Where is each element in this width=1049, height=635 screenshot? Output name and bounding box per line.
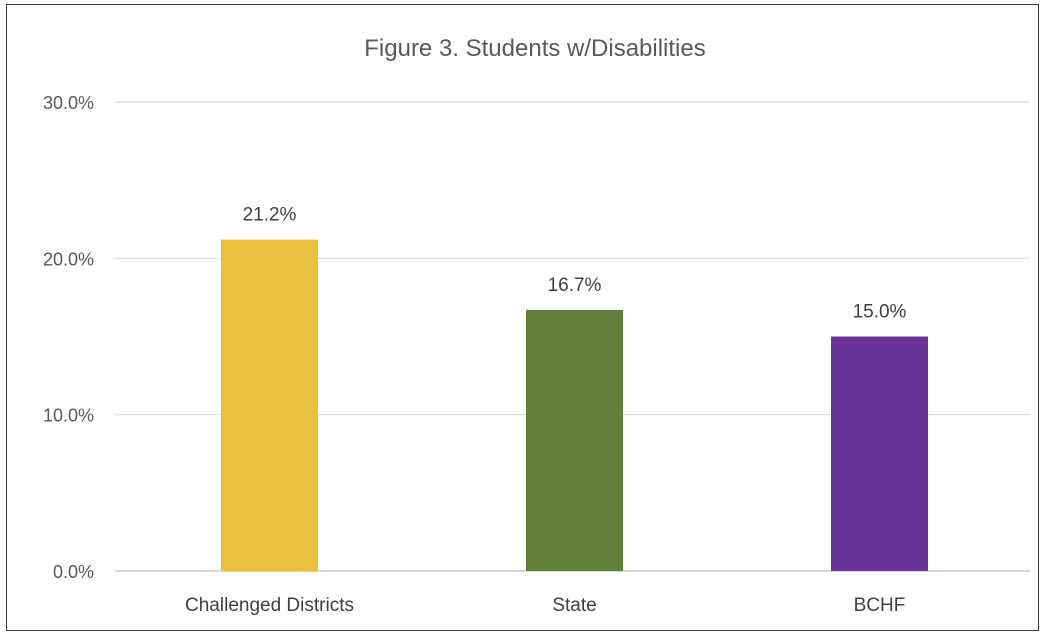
y-axis-tick-labels: 0.0% 10.0% 20.0% 30.0%: [43, 93, 94, 582]
bars: [221, 239, 928, 571]
data-labels: 21.2% 16.7% 15.0%: [243, 205, 907, 323]
y-tick-label: 30.0%: [43, 93, 94, 113]
x-tick-label: Challenged Districts: [185, 595, 354, 616]
bar-challenged-districts: [221, 239, 318, 571]
x-axis-tick-labels: Challenged Districts State BCHF: [185, 595, 905, 616]
bar-bchf: [831, 336, 928, 571]
bar-state: [526, 309, 623, 571]
data-label: 15.0%: [853, 302, 907, 323]
y-tick-label: 20.0%: [43, 249, 94, 269]
x-tick-label: State: [552, 595, 596, 616]
chart-title: Figure 3. Students w/Disabilities: [364, 35, 705, 62]
data-label: 16.7%: [548, 275, 602, 296]
y-tick-label: 0.0%: [53, 562, 94, 582]
x-tick-label: BCHF: [854, 595, 906, 616]
data-label: 21.2%: [243, 205, 297, 226]
y-tick-label: 10.0%: [43, 406, 94, 426]
